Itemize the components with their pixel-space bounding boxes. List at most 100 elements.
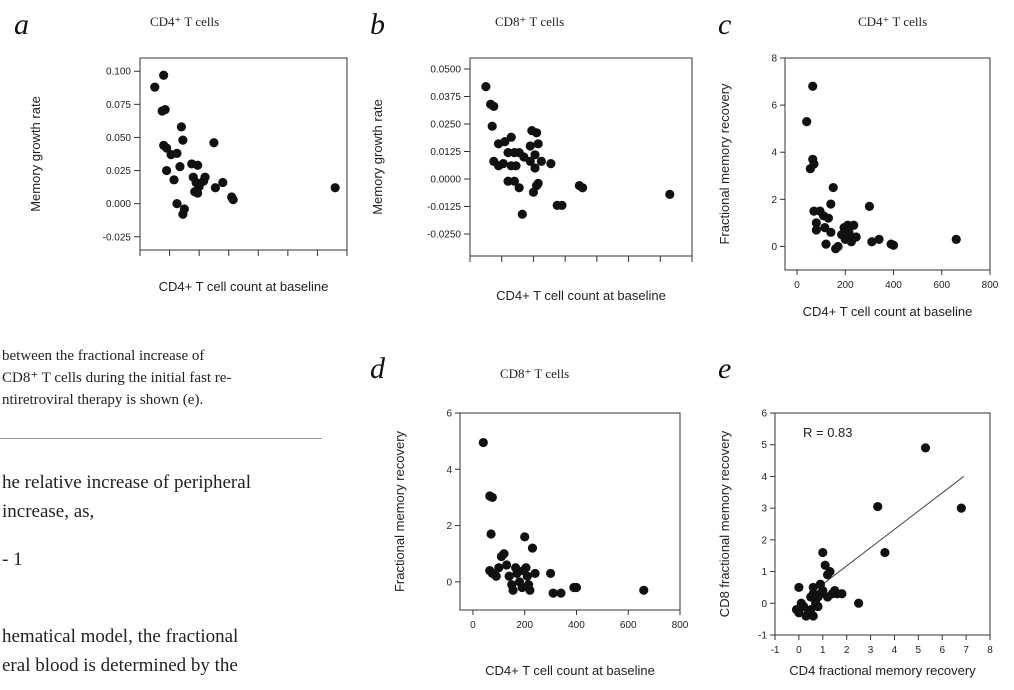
- data-point: [811, 218, 821, 228]
- plot-frame: [774, 412, 991, 636]
- y-tick-label: -1: [758, 631, 767, 642]
- panel-letter-c: c: [718, 8, 732, 41]
- y-tick-label: 8: [771, 54, 777, 65]
- panel-letter-b: b: [370, 8, 385, 41]
- data-point: [511, 161, 521, 171]
- x-tick-label: 600: [620, 620, 637, 631]
- panel-title-d: CD8⁺ T cells: [500, 366, 570, 381]
- y-tick-label: 6: [771, 101, 777, 112]
- data-point: [172, 148, 182, 158]
- y-tick-label: -0.0250: [427, 230, 461, 241]
- data-point: [577, 183, 588, 193]
- data-point: [200, 172, 210, 182]
- data-point: [506, 132, 516, 142]
- data-point: [514, 183, 524, 193]
- data-point: [193, 160, 203, 170]
- data-point: [808, 81, 818, 91]
- data-point: [854, 598, 864, 608]
- data-point: [809, 159, 819, 169]
- data-point: [503, 176, 513, 186]
- data-point: [867, 237, 877, 247]
- y-axis-label: Fractional memory recovery: [392, 430, 407, 592]
- data-point: [802, 117, 812, 127]
- data-point: [828, 182, 838, 193]
- y-tick-label: 6: [761, 409, 767, 420]
- data-point: [873, 501, 883, 512]
- x-tick-label: -1: [771, 645, 780, 656]
- data-point: [532, 128, 542, 138]
- x-tick-label: 200: [837, 280, 854, 291]
- x-axis-label: CD4+ T cell count at baseline: [496, 288, 666, 303]
- data-point: [508, 585, 518, 595]
- y-tick-label: 2: [761, 535, 767, 546]
- panel-title-a: CD4⁺ T cells: [150, 14, 220, 29]
- figure-caption-line-2: CD8⁺ T cells during the initial fast re-: [2, 370, 232, 386]
- y-tick-label: -0.025: [103, 232, 132, 243]
- scatter-chart-e: -1 0 1 2 3 4 5 6 -1 0 1 2 3 4 5 6 7 8 CD4 fractional memor…: [717, 409, 993, 679]
- y-axis-label: CD8 fractional memory recovery: [717, 430, 732, 617]
- data-point: [520, 532, 530, 542]
- data-point: [557, 200, 567, 210]
- data-point: [498, 159, 508, 169]
- x-axis-label: CD4 fractional memory recovery: [789, 663, 976, 678]
- data-point: [160, 105, 170, 115]
- figure-caption-line-3: ntiretroviral therapy is shown (e).: [2, 392, 204, 408]
- data-point: [209, 138, 219, 148]
- data-point: [530, 568, 540, 579]
- y-tick-label: 0.0500: [430, 65, 461, 76]
- body-text-line-4: hematical model, the fractional: [2, 626, 239, 647]
- data-point: [818, 586, 828, 596]
- correlation-annotation: R = 0.83: [803, 425, 853, 440]
- data-point: [808, 582, 818, 593]
- y-tick-label: 0.0250: [430, 120, 461, 131]
- data-point: [799, 601, 809, 612]
- data-point: [159, 70, 169, 80]
- data-point: [193, 188, 203, 198]
- x-tick-label: 4: [892, 645, 898, 656]
- data-point: [826, 227, 836, 237]
- x-tick-label: 0: [796, 645, 802, 656]
- data-point: [481, 82, 491, 92]
- data-point: [522, 571, 532, 581]
- y-tick-label: 0.025: [106, 166, 131, 177]
- data-point: [826, 199, 836, 209]
- x-tick-label: 3: [868, 645, 874, 656]
- body-text-line-1: he relative increase of peripheral: [2, 472, 251, 493]
- y-tick-label: 0.075: [106, 100, 131, 111]
- x-tick-label: 200: [516, 620, 533, 631]
- data-point: [545, 568, 556, 579]
- data-point: [486, 529, 496, 539]
- x-tick-label: 5: [916, 645, 922, 656]
- data-point: [818, 547, 828, 558]
- data-point: [820, 560, 830, 570]
- data-point: [491, 571, 501, 581]
- data-point: [548, 588, 558, 598]
- scatter-chart-a: -0.025 0.000 0.025 0.050 0.075 0.100 CD4+ T ce…: [28, 57, 348, 294]
- y-tick-label: 0.050: [106, 133, 131, 144]
- x-tick-label: 400: [885, 280, 902, 291]
- y-axis-label: Fractional memory recovery: [717, 83, 732, 245]
- data-point: [571, 582, 582, 593]
- y-tick-label: 0.0000: [430, 175, 461, 186]
- data-point: [487, 492, 497, 503]
- y-tick-label: 0.0125: [430, 147, 461, 158]
- data-point: [639, 585, 649, 595]
- data-point: [823, 213, 834, 223]
- y-tick-label: 0: [446, 577, 452, 588]
- caption-divider: [0, 438, 322, 439]
- y-tick-label: 0.000: [106, 199, 131, 210]
- x-axis-label: CD4+ T cell count at baseline: [803, 304, 973, 319]
- data-point: [521, 563, 531, 573]
- data-point: [509, 176, 519, 186]
- scatter-chart-c: 0 2 4 6 8 0 200 400 600 800 CD4+ T cell count at b…: [717, 54, 999, 320]
- x-tick-label: 7: [963, 645, 969, 656]
- plot-frame: [469, 57, 693, 257]
- data-point: [825, 566, 835, 577]
- y-axis-label: Memory growth rate: [28, 96, 43, 212]
- x-tick-label: 1: [820, 645, 826, 656]
- x-tick-label: 6: [939, 645, 945, 656]
- y-tick-label: 2: [446, 521, 452, 532]
- data-point: [821, 239, 831, 249]
- data-point: [864, 201, 875, 211]
- data-point: [530, 163, 540, 173]
